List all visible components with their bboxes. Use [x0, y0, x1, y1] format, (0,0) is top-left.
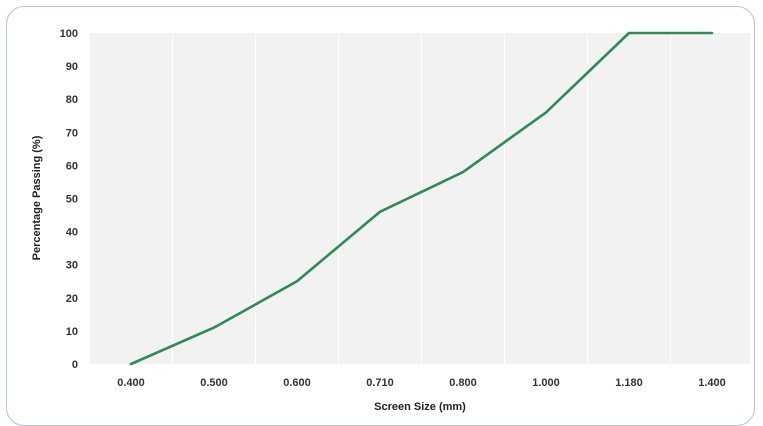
x-tick-label: 0.400: [117, 377, 145, 389]
x-tick-label: 1.400: [698, 377, 726, 389]
y-tick-label: 50: [66, 194, 78, 206]
x-tick-label: 0.500: [200, 377, 228, 389]
y-tick-label: 10: [66, 326, 78, 338]
y-tick-label: 70: [66, 127, 78, 139]
y-tick-label: 0: [72, 359, 78, 371]
x-tick-label: 1.180: [615, 377, 643, 389]
x-axis-title: Screen Size (mm): [374, 401, 466, 413]
y-tick-label: 80: [66, 94, 78, 106]
y-tick-label: 40: [66, 227, 78, 239]
x-tick-label: 1.000: [532, 377, 560, 389]
y-tick-label: 20: [66, 293, 78, 305]
plot-area: [90, 33, 750, 364]
x-tick-label: 0.710: [366, 377, 394, 389]
x-tick-label: 0.600: [283, 377, 311, 389]
x-tick-label: 0.800: [449, 377, 477, 389]
y-tick-label: 30: [66, 260, 78, 272]
x-axis-ticks: 0.400 0.500 0.600 0.710 0.800 1.000 1.180 1.400: [117, 377, 726, 389]
y-axis-ticks: 0 10 20 30 40 50 60 70 80 90 100: [60, 28, 78, 371]
y-axis-title: Percentage Passing (%): [31, 135, 43, 260]
y-tick-label: 60: [66, 160, 78, 172]
y-tick-label: 100: [60, 28, 78, 40]
y-tick-label: 90: [66, 61, 78, 73]
